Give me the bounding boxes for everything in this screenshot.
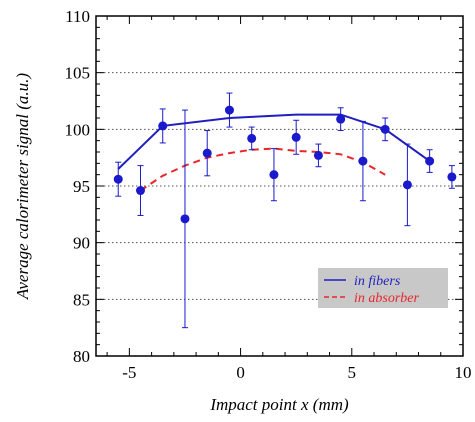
- data-point: [202, 148, 212, 158]
- data-point: [402, 180, 412, 190]
- x-tick-label: 0: [236, 363, 245, 382]
- legend-label-in-fibers: in fibers: [354, 274, 401, 289]
- y-tick-label: 105: [65, 64, 91, 83]
- y-tick-label: 110: [65, 7, 90, 26]
- data-point: [313, 150, 323, 160]
- data-point: [247, 133, 257, 143]
- data-point: [425, 156, 435, 166]
- y-axis-title: Average calorimeter signal (a.u.): [13, 73, 32, 300]
- data-point: [158, 121, 168, 131]
- legend-box: [318, 268, 448, 308]
- legend-label-in-absorber: in absorber: [354, 291, 420, 306]
- tick-labels: 80 85 90 95 100 105 110 -5 0 5 10: [65, 7, 472, 382]
- y-tick-label: 90: [73, 234, 90, 253]
- axis-ticks: [96, 15, 464, 357]
- data-point: [447, 172, 457, 182]
- x-tick-label: 10: [455, 363, 472, 382]
- data-points: [113, 105, 457, 224]
- data-point: [269, 170, 279, 180]
- data-point: [135, 186, 145, 196]
- y-tick-label: 85: [73, 290, 90, 309]
- data-point: [224, 105, 234, 115]
- y-tick-label: 100: [65, 120, 91, 139]
- error-bars: [115, 92, 455, 329]
- x-tick-label: -5: [122, 363, 136, 382]
- y-tick-label: 80: [73, 347, 90, 366]
- data-point: [291, 132, 301, 142]
- data-point: [380, 124, 390, 134]
- data-point: [180, 214, 190, 224]
- data-point: [113, 174, 123, 184]
- y-tick-label: 95: [73, 177, 90, 196]
- data-point: [336, 114, 346, 124]
- x-axis-title: Impact point x (mm): [209, 395, 349, 414]
- grid-lines: [96, 72, 463, 300]
- legend: in fibers in absorber: [318, 268, 448, 308]
- x-tick-label: 5: [348, 363, 357, 382]
- data-point: [358, 156, 368, 166]
